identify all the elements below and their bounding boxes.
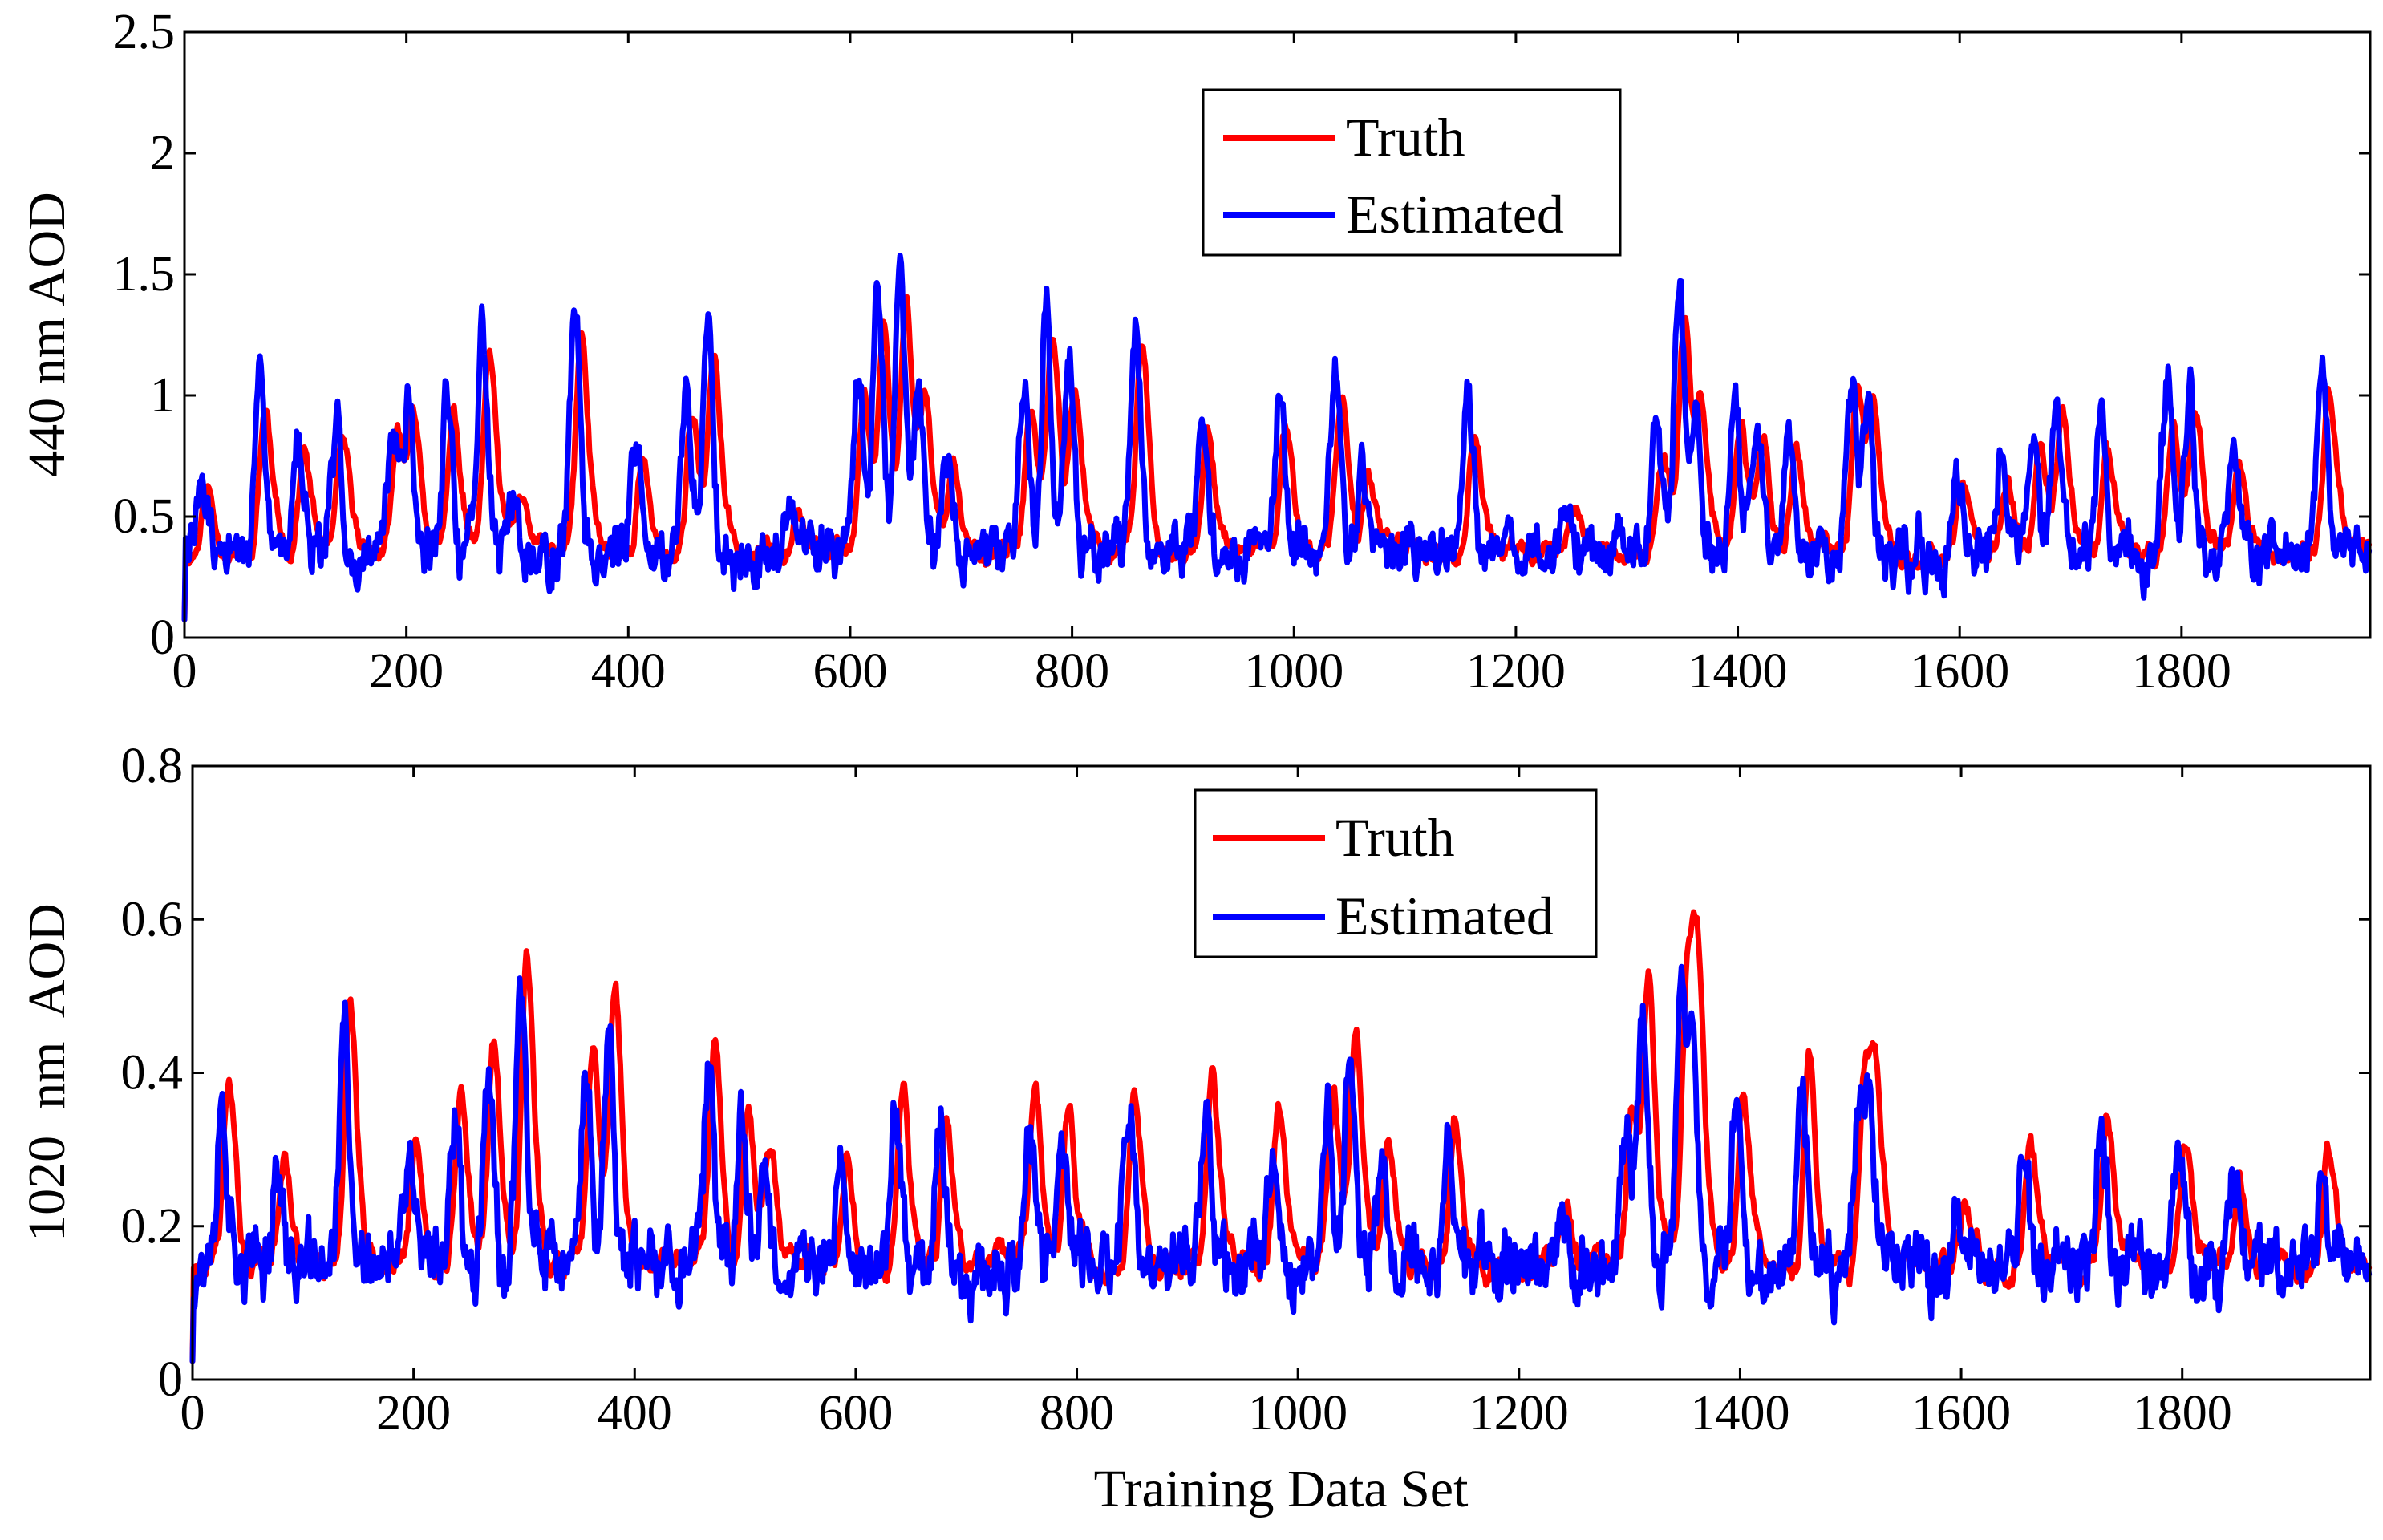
y-tick-label-0.2-1020nm: 0.2 [121, 1199, 184, 1254]
x-tick-label-1200-1020nm: 1200 [1469, 1386, 1569, 1441]
x-tick-label-400-1020nm: 400 [598, 1386, 672, 1441]
y-tick-label-1.5-440nm: 1.5 [113, 247, 176, 302]
series-line-estimated-440nm [181, 253, 2373, 622]
legend-label-estimated-440nm: Estimated [1346, 184, 1564, 245]
legend-440nm: Truth Estimated [1202, 88, 1622, 257]
ticks-1020nm: 0 200 400 600 800 1000 1200 1400 1600 1800 0 0.2 0.4… [121, 739, 2370, 1441]
legend-label-estimated-1020nm: Estimated [1335, 886, 1554, 946]
x-tick-label-1000-1020nm: 1000 [1248, 1386, 1348, 1441]
legend-label-truth-1020nm: Truth [1335, 807, 1455, 868]
legend-box-440nm [1202, 88, 1622, 257]
x-tick-label-0-440nm: 0 [172, 644, 197, 699]
x-tick-label-1400-440nm: 1400 [1688, 644, 1788, 699]
x-tick-label-600-440nm: 600 [813, 644, 887, 699]
x-tick-label-200-1020nm: 200 [376, 1386, 451, 1441]
x-tick-label-1000-440nm: 1000 [1244, 644, 1343, 699]
x-tick-label-800-1020nm: 800 [1040, 1386, 1114, 1441]
axes-frame-440nm [183, 30, 2372, 639]
series-layer-440nm [181, 253, 2373, 622]
x-tick-label-0-1020nm: 0 [180, 1386, 205, 1441]
ticks-440nm: 0 200 400 600 800 1000 1200 1400 1600 1800 0 0.5 1 1.… [113, 5, 2370, 699]
series-line-estimated-1020nm [189, 963, 2373, 1364]
x-tick-label-1600-440nm: 1600 [1910, 644, 2009, 699]
y-tick-label-0.8-1020nm: 0.8 [121, 739, 184, 793]
y-tick-label-2.5-440nm: 2.5 [113, 5, 176, 59]
series-layer-1020nm [189, 909, 2373, 1364]
chart-panel-1020nm: 0 200 400 600 800 1000 1200 1400 1600 1800 0 0.2 0.4… [18, 739, 2373, 1518]
y-tick-label-1-440nm: 1 [150, 368, 175, 423]
y-tick-label-0.4-1020nm: 0.4 [121, 1046, 184, 1100]
y-axis-label-440nm: 440 nm AOD [18, 192, 76, 477]
x-tick-label-1800-440nm: 1800 [2132, 644, 2231, 699]
x-axis-label: Training Data Set [1094, 1460, 1469, 1518]
legend-1020nm: Truth Estimated [1194, 788, 1598, 958]
x-tick-label-600-1020nm: 600 [818, 1386, 893, 1441]
y-tick-label-0.5-440nm: 0.5 [113, 489, 176, 544]
y-tick-label-2-440nm: 2 [150, 126, 175, 180]
x-tick-label-200-440nm: 200 [369, 644, 444, 699]
y-axis-label-1020nm: 1020 nm AOD [18, 903, 76, 1242]
x-tick-label-800-440nm: 800 [1035, 644, 1109, 699]
chart-panel-440nm: 0 200 400 600 800 1000 1200 1400 1600 1800 0 0.5 1 1.… [18, 5, 2373, 699]
x-tick-label-400-440nm: 400 [591, 644, 666, 699]
y-tick-label-0.6-1020nm: 0.6 [121, 892, 184, 946]
x-tick-label-1200-440nm: 1200 [1466, 644, 1566, 699]
legend-box-1020nm [1194, 788, 1598, 958]
x-tick-label-1600-1020nm: 1600 [1911, 1386, 2011, 1441]
legend-label-truth-440nm: Truth [1346, 107, 1465, 168]
x-tick-label-1800-1020nm: 1800 [2133, 1386, 2232, 1441]
y-tick-label-0-1020nm: 0 [158, 1352, 183, 1407]
y-tick-label-0-440nm: 0 [150, 610, 175, 665]
x-tick-label-1400-1020nm: 1400 [1690, 1386, 1789, 1441]
